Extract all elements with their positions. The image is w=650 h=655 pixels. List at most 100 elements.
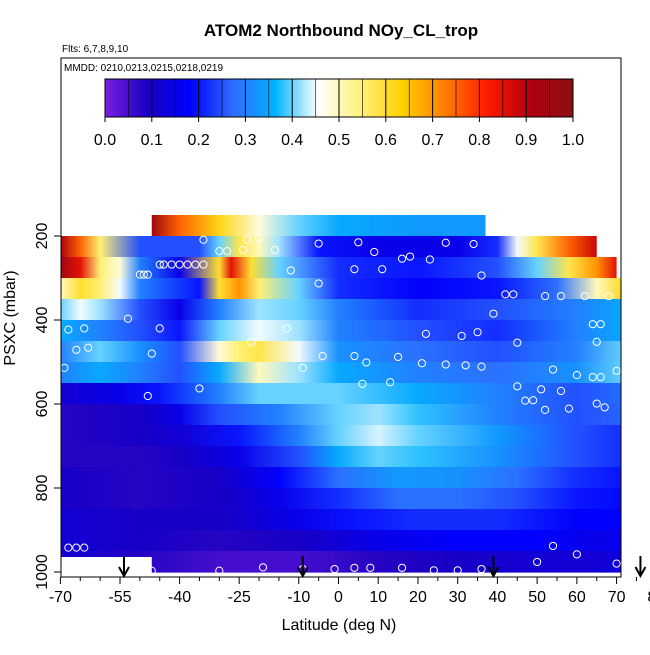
heatmap-band-225 <box>61 236 597 258</box>
data-point <box>588 320 597 329</box>
x-tick-label: 10 <box>369 589 387 606</box>
y-axis-label: PSXC (mbar) <box>2 270 19 365</box>
heatmap-band-475 <box>61 341 621 363</box>
colorbar-tick-label: 0.1 <box>141 132 163 149</box>
data-point <box>167 260 176 269</box>
heatmap-band-875 <box>61 509 621 531</box>
colorbar: 0.0 0.1 0.2 0.3 0.4 0.5 0.6 0.7 0.8 0.9 1.0 <box>94 78 584 149</box>
x-tick-label: 80 <box>647 589 650 606</box>
data-point <box>135 270 144 279</box>
x-tick-label: -40 <box>168 589 191 606</box>
dates-annotation: MMDD: 0210,0213,0215,0218,0219 <box>64 63 223 74</box>
data-point <box>533 557 542 567</box>
data-point <box>588 373 597 382</box>
data-point <box>469 239 478 249</box>
x-tick-label: 20 <box>409 589 427 606</box>
data-point <box>509 290 518 299</box>
data-point <box>425 255 434 264</box>
y-tick-label: 800 <box>34 475 51 502</box>
data-point <box>199 235 208 244</box>
data-point <box>84 343 93 352</box>
data-point <box>254 234 264 243</box>
down-arrow-icon <box>487 556 500 579</box>
heatmap-band-575 <box>61 383 621 405</box>
data-point <box>513 382 522 391</box>
heatmap-band-525 <box>61 362 621 384</box>
data-point <box>537 385 546 394</box>
data-point <box>350 265 359 274</box>
data-point <box>596 373 605 382</box>
y-tick-label: 600 <box>34 391 51 418</box>
colorbar-tick-label: 0.2 <box>187 132 209 149</box>
data-point <box>72 345 81 354</box>
data-point <box>175 260 184 269</box>
data-point <box>143 270 152 279</box>
heatmap <box>61 215 621 577</box>
data-point <box>215 247 224 256</box>
heatmap-band-825 <box>61 488 621 510</box>
data-point <box>600 403 609 412</box>
data-point <box>330 564 339 574</box>
data-point <box>143 391 152 401</box>
chart-title: ATOM2 Northbound NOy_CL_trop <box>204 21 478 40</box>
data-point <box>350 563 359 572</box>
data-point <box>366 563 375 572</box>
surface-gap <box>61 557 152 577</box>
colorbar-tick-label: 0.7 <box>421 132 443 149</box>
data-point <box>123 314 133 323</box>
x-tick-label: 70 <box>608 589 626 606</box>
data-point <box>72 543 81 552</box>
data-point <box>417 359 427 368</box>
x-tick-label: 50 <box>528 589 546 606</box>
data-point <box>159 260 168 269</box>
heatmap-band-925 <box>61 530 621 552</box>
data-point <box>629 340 636 347</box>
colorbar-tick-label: 0.0 <box>94 132 116 149</box>
data-point <box>386 378 395 387</box>
data-point <box>191 260 200 269</box>
data-point <box>548 365 558 374</box>
data-point <box>314 279 323 288</box>
data-point <box>441 360 450 369</box>
heatmap-band-725 <box>61 446 621 468</box>
data-point <box>564 404 574 413</box>
data-point <box>529 396 538 405</box>
data-point <box>215 566 224 575</box>
data-point <box>477 271 486 280</box>
x-tick-label: 40 <box>489 589 507 606</box>
data-point <box>286 266 295 275</box>
colorbar-tick-label: 0.5 <box>328 132 350 149</box>
x-tick-label: -55 <box>108 589 131 606</box>
data-point <box>199 260 208 269</box>
x-tick-label: -70 <box>49 589 72 606</box>
data-point <box>298 363 307 372</box>
data-point <box>501 290 510 299</box>
x-tick-label: 30 <box>449 589 467 606</box>
flights-annotation: Flts: 6,7,8,9,10 <box>62 44 129 55</box>
data-point <box>223 247 232 256</box>
heatmap-band-325 <box>61 278 621 300</box>
heatmap-band-625 <box>61 404 621 426</box>
data-point <box>139 270 148 279</box>
data-point <box>556 386 566 396</box>
y-tick-label: 1000 <box>34 554 51 590</box>
data-point <box>473 328 482 337</box>
data-point <box>378 265 387 274</box>
data-point <box>318 352 327 361</box>
y-tick-label: 400 <box>34 307 51 334</box>
data-point <box>239 245 248 254</box>
data-point <box>155 324 164 333</box>
data-point <box>314 239 323 248</box>
data-point <box>393 352 403 362</box>
data-point <box>358 379 367 388</box>
heatmap-band-175 <box>151 215 486 237</box>
data-point <box>370 247 379 257</box>
data-point <box>540 291 550 301</box>
data-point <box>397 254 407 263</box>
x-tick-label: 0 <box>334 589 343 606</box>
data-point <box>64 325 73 334</box>
down-arrow-icon <box>118 556 130 579</box>
colorbar-tick-label: 0.6 <box>375 132 397 149</box>
